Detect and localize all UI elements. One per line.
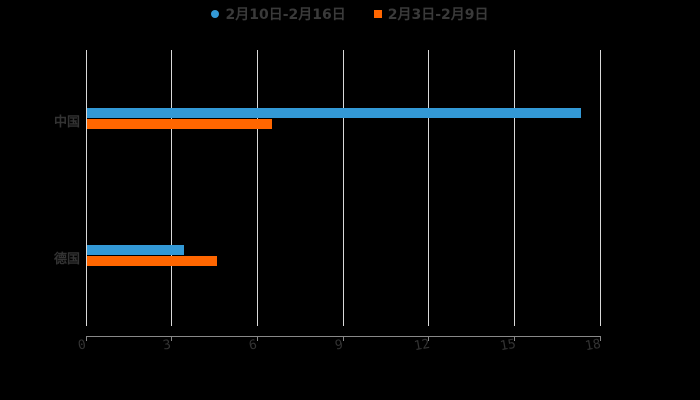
gridline: [600, 50, 601, 326]
x-tick-label: 9: [333, 337, 345, 354]
bar-germany-series-2[interactable]: [87, 256, 217, 266]
x-tick-label: 12: [412, 336, 432, 355]
x-tick: [86, 336, 87, 341]
gridline: [86, 50, 87, 326]
bar-china-series-2[interactable]: [87, 119, 272, 129]
x-tick-label: 0: [76, 337, 88, 354]
gridline: [428, 50, 429, 326]
legend-item-series-1[interactable]: 2月10日-2月16日: [211, 4, 346, 24]
category-label-china: 中国: [53, 115, 80, 130]
bar-germany-series-1[interactable]: [87, 245, 184, 255]
legend-label: 2月3日-2月9日: [387, 7, 489, 23]
legend-label: 2月10日-2月16日: [225, 7, 346, 23]
x-tick: [600, 336, 601, 341]
bar-china-series-1[interactable]: [87, 108, 581, 118]
x-tick-label: 6: [247, 337, 259, 354]
legend-item-series-2[interactable]: 2月3日-2月9日: [373, 4, 489, 24]
legend-circle-icon: [211, 10, 220, 18]
chart-legend: 2月10日-2月16日 2月3日-2月9日: [0, 4, 700, 24]
gridline: [257, 50, 258, 326]
legend-square-icon: [373, 10, 382, 18]
x-tick: [428, 336, 429, 341]
category-label-germany: 德国: [53, 252, 80, 267]
x-tick-label: 18: [583, 336, 603, 355]
x-tick: [257, 336, 258, 341]
x-tick-label: 3: [161, 337, 173, 354]
x-tick: [343, 336, 344, 341]
x-tick: [171, 336, 172, 341]
gridline: [171, 50, 172, 326]
gridline: [514, 50, 515, 326]
x-tick-label: 15: [498, 336, 518, 355]
gridline: [343, 50, 344, 326]
x-tick: [514, 336, 515, 341]
